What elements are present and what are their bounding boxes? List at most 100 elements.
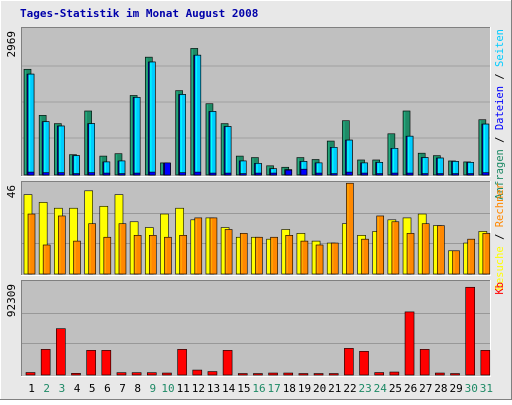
besuche-bar-highlight-26 [404,219,405,273]
seiten-bar-16 [255,173,261,175]
dateien-bar-1 [28,74,34,175]
dateien-bar-8 [134,97,140,175]
kb-bar-highlight-3 [57,330,58,374]
x-label-day-4: 4 [74,382,81,395]
rechner-bar-highlight-12 [196,219,197,273]
besuche-bar-highlight-30 [465,244,466,273]
x-label-day-5: 5 [89,382,96,395]
seiten-bar-11 [180,173,186,175]
x-label-day-21: 21 [328,382,341,395]
anfragen-bar-highlight-5 [86,112,87,174]
seiten-bar-10 [164,163,170,175]
x-label-day-20: 20 [313,382,326,395]
rechner-bar-highlight-16 [256,238,257,273]
anfragen-bar-highlight-11 [177,92,178,174]
chart-title: Tages-Statistik im Monat August 2008 [20,7,258,20]
seiten-bar-24 [377,174,383,175]
panel-bottom-max-label: 92309 [5,284,18,317]
kb-bar-28 [435,373,444,375]
anfragen-bar-highlight-15 [237,157,238,174]
panel-top-max-label: 2969 [5,31,18,58]
x-label-day-17: 17 [268,382,281,395]
seiten-bar-highlight-1 [29,173,30,174]
besuche-bar-highlight-20 [313,242,314,273]
besuche-bar-highlight-9 [146,229,147,273]
seiten-bar-highlight-22 [347,173,348,174]
dateien-bar-3 [58,126,64,175]
besuche-bar-highlight-8 [131,223,132,273]
besuche-bar-highlight-10 [161,215,162,273]
rechner-bar-highlight-11 [181,236,182,273]
anfragen-bar-highlight-29 [450,162,451,174]
besuche-bar-highlight-6 [101,207,102,273]
seiten-bar-22 [346,172,352,175]
x-label-day-10: 10 [161,382,174,395]
x-label-day-19: 19 [298,382,311,395]
anfragen-bar-highlight-13 [207,105,208,174]
rechner-bar-highlight-24 [378,217,379,273]
rechner-bar-highlight-18 [287,236,288,273]
legend-separator: / [494,130,506,149]
rechner-bar-highlight-31 [484,234,485,273]
besuche-bar-highlight-5 [86,192,87,273]
panel-top-legend: Anfragen / Dateien / Seiten [494,29,506,200]
kb-bar-20 [314,374,323,375]
rechner-bar-highlight-20 [317,246,318,273]
seiten-bar-highlight-18 [287,171,288,174]
seiten-bar-14 [225,173,231,175]
anfragen-bar-highlight-4 [70,156,71,174]
anfragen-bar-highlight-24 [374,161,375,174]
dateien-bar-5 [89,124,95,175]
besuche-bar-highlight-19 [298,234,299,273]
anfragen-bar-highlight-12 [192,49,193,174]
dateien-bar-highlight-14 [226,127,227,174]
besuche-bar-highlight-29 [450,252,451,273]
x-label-day-8: 8 [134,382,141,395]
dateien-bar-30 [468,162,474,175]
anfragen-bar-highlight-18 [283,168,284,174]
seiten-bar-4 [73,174,79,175]
besuche-bar-highlight-4 [70,209,71,273]
besuche-bar-highlight-1 [25,196,26,273]
rechner-bar-highlight-2 [44,246,45,273]
besuche-bar-highlight-2 [40,203,41,273]
dateien-bar-highlight-27 [423,159,424,174]
dateien-bar-highlight-22 [347,141,348,174]
kb-bar-highlight-11 [179,350,180,374]
anfragen-bar-highlight-16 [252,159,253,174]
legend-rechner: Rechner [494,183,506,227]
rechner-bar-highlight-26 [408,234,409,273]
seiten-bar-1 [28,172,34,175]
dateien-bar-highlight-4 [74,157,75,174]
anfragen-bar-highlight-20 [313,160,314,174]
dateien-bar-4 [73,156,79,175]
seiten-bar-7 [119,174,125,175]
rechner-bar-highlight-3 [59,217,60,273]
seiten-bar-29 [453,174,459,175]
dateien-bar-highlight-15 [241,162,242,174]
dateien-bar-highlight-2 [44,123,45,174]
seiten-bar-19 [301,169,307,175]
rechner-bar-highlight-13 [211,219,212,273]
seiten-bar-6 [104,173,110,175]
x-label-day-25: 25 [389,382,402,395]
besuche-bar-highlight-17 [268,240,269,273]
dateien-bar-highlight-24 [378,163,379,174]
rechner-bar-highlight-25 [393,223,394,273]
kb-bar-10 [162,373,171,375]
rechner-bar-highlight-15 [241,234,242,273]
seiten-bar-highlight-19 [302,170,303,174]
dateien-bar-highlight-3 [59,127,60,174]
kb-bar-highlight-30 [467,288,468,374]
kb-bar-highlight-12 [194,371,195,374]
besuche-bar-highlight-23 [359,236,360,273]
seiten-bar-20 [316,173,322,175]
anfragen-bar-highlight-22 [343,122,344,174]
rechner-bar-highlight-22 [347,184,348,273]
rechner-bar-highlight-23 [363,240,364,273]
dateien-bar-15 [240,161,246,175]
kb-bar-highlight-6 [103,351,104,374]
